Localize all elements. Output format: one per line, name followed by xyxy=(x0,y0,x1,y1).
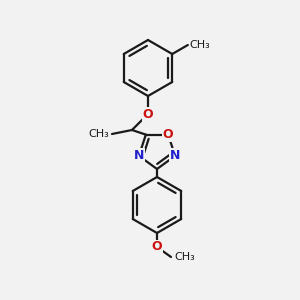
Text: O: O xyxy=(163,128,173,141)
Text: CH₃: CH₃ xyxy=(88,129,109,139)
Text: N: N xyxy=(170,149,180,162)
Text: CH₃: CH₃ xyxy=(190,40,211,50)
Text: O: O xyxy=(152,241,162,254)
Text: N: N xyxy=(134,149,144,162)
Text: O: O xyxy=(143,107,153,121)
Text: CH₃: CH₃ xyxy=(174,252,195,262)
